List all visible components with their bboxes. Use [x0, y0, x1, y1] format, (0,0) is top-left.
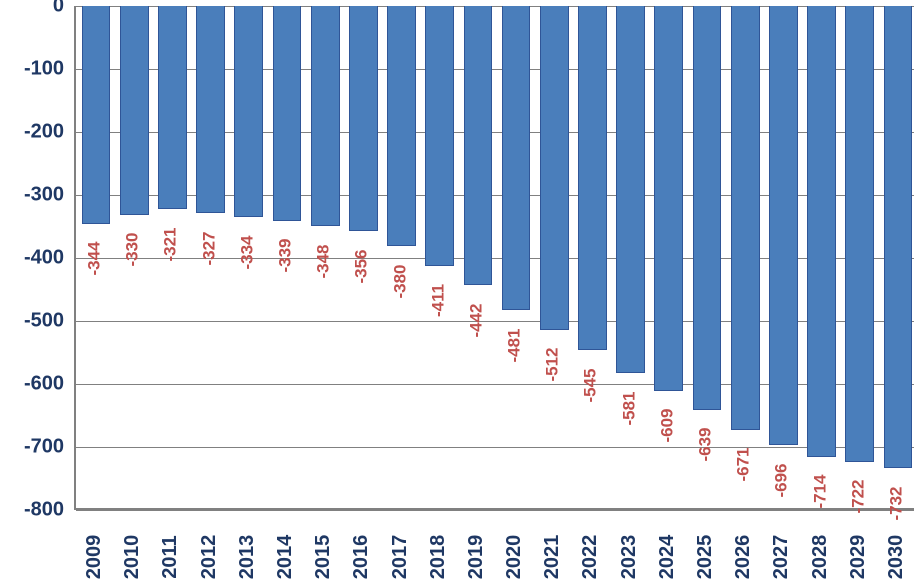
data-label: -356 [352, 236, 369, 296]
x-tick-label: 2016 [350, 522, 370, 587]
bar [234, 6, 263, 217]
bar [425, 6, 454, 266]
bar [616, 6, 645, 373]
x-tick-label: 2019 [465, 522, 485, 587]
data-label: -696 [772, 450, 789, 510]
data-label: -344 [85, 229, 102, 289]
data-label: -481 [505, 315, 522, 375]
bar [502, 6, 531, 310]
x-tick-label: 2014 [274, 522, 294, 587]
data-label: -639 [696, 415, 713, 475]
y-tick-label: -100 [0, 58, 64, 81]
y-tick-label: -800 [0, 499, 64, 522]
y-tick-label: -500 [0, 310, 64, 333]
y-tick-label: -700 [0, 436, 64, 459]
bar [311, 6, 340, 226]
x-tick-label: 2015 [312, 522, 332, 587]
bar [654, 6, 683, 391]
bar [158, 6, 187, 209]
x-tick-label: 2020 [503, 522, 523, 587]
data-label: -732 [886, 473, 903, 533]
x-tick-label: 2012 [198, 522, 218, 587]
x-tick-label: 2011 [159, 522, 179, 587]
bar [845, 6, 874, 462]
x-tick-label: 2010 [121, 522, 141, 587]
bar [807, 6, 836, 457]
bar [120, 6, 149, 215]
x-tick-label: 2018 [427, 522, 447, 587]
data-label: -581 [619, 378, 636, 438]
x-tick-label: 2009 [83, 522, 103, 587]
y-tick-label: 0 [0, 0, 64, 18]
data-label: -334 [237, 222, 254, 282]
data-label: -321 [161, 214, 178, 274]
bar-chart: 0 -100 -200 -300 -400 -500 -600 -700 -800 2009 20… [0, 0, 924, 587]
bar [693, 6, 722, 410]
data-label: -348 [314, 231, 331, 291]
bar [769, 6, 798, 445]
x-tick-label: 2013 [236, 522, 256, 587]
bar [464, 6, 493, 285]
data-label: -722 [848, 467, 865, 527]
y-tick-label: -400 [0, 247, 64, 270]
x-tick-label: 2028 [809, 522, 829, 587]
bar [196, 6, 225, 213]
bar [540, 6, 569, 330]
bar [349, 6, 378, 231]
data-label: -671 [734, 435, 751, 495]
data-label: -714 [810, 462, 827, 522]
bar [273, 6, 302, 221]
bar [884, 6, 913, 468]
x-tick-label: 2022 [579, 522, 599, 587]
data-label: -442 [466, 290, 483, 350]
data-label: -330 [123, 220, 140, 280]
x-tick-label: 2023 [618, 522, 638, 587]
data-label: -339 [276, 226, 293, 286]
data-label: -512 [543, 335, 560, 395]
bar [387, 6, 416, 246]
data-label: -411 [428, 271, 445, 331]
x-tick-label: 2029 [847, 522, 867, 587]
x-tick-label: 2021 [541, 522, 561, 587]
data-label: -380 [390, 251, 407, 311]
y-tick-label: -600 [0, 373, 64, 396]
data-label: -609 [657, 396, 674, 456]
bar [82, 6, 111, 224]
data-label: -545 [581, 355, 598, 415]
y-tick-label: -200 [0, 121, 64, 144]
x-tick-label: 2025 [694, 522, 714, 587]
x-tick-label: 2027 [770, 522, 790, 587]
y-tick-label: -300 [0, 184, 64, 207]
bar [731, 6, 760, 430]
x-tick-label: 2024 [656, 522, 676, 587]
data-label: -327 [199, 218, 216, 278]
x-tick-label: 2026 [732, 522, 752, 587]
x-tick-label: 2017 [389, 522, 409, 587]
bar [578, 6, 607, 350]
